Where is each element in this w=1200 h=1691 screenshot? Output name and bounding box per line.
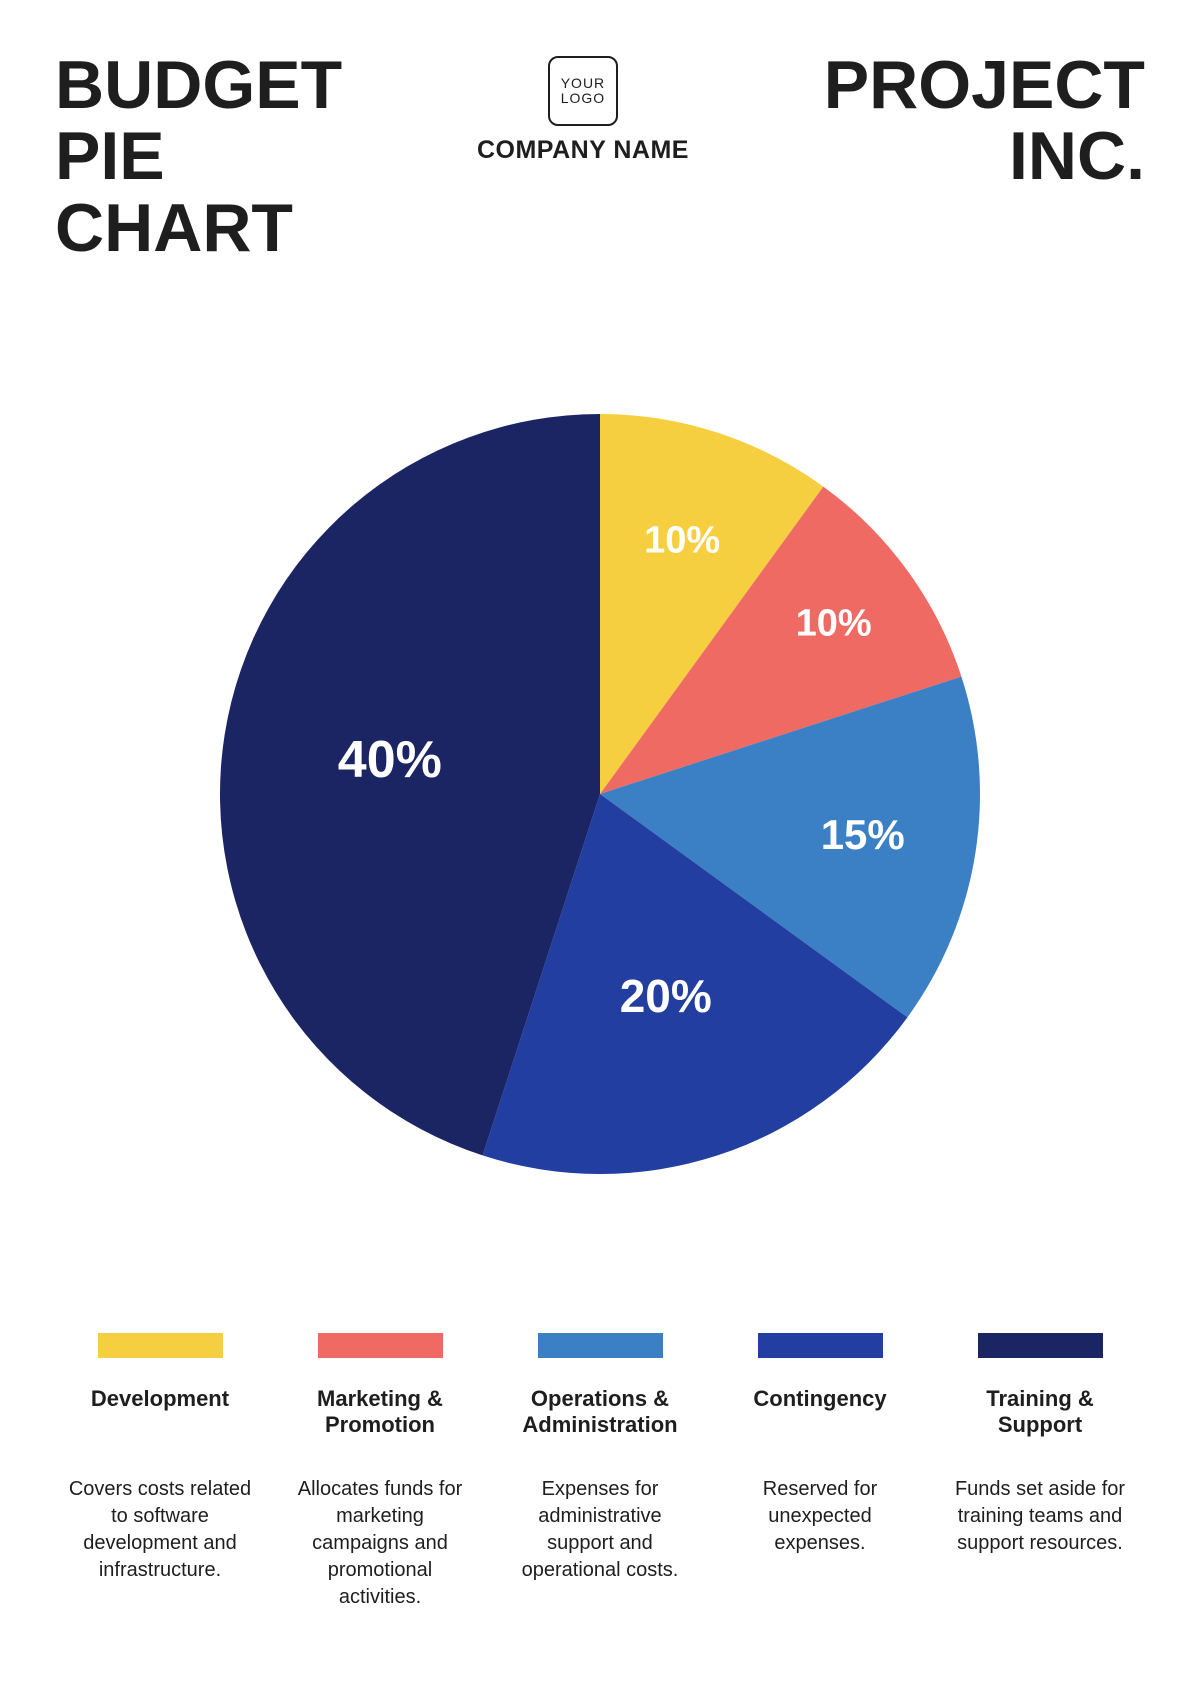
pie-slice-label: 20% (620, 969, 712, 1023)
legend-title: Development (91, 1386, 229, 1440)
legend-description: Covers costs related to software develop… (65, 1476, 255, 1584)
title-left-line2: PIE (55, 121, 342, 192)
legend-item: Operations & Administration Expenses for … (505, 1333, 695, 1611)
logo-placeholder-icon: YOUR LOGO (548, 56, 618, 126)
legend-swatch (978, 1333, 1103, 1358)
title-right-line2: INC. (824, 121, 1145, 192)
legend-swatch (318, 1333, 443, 1358)
legend-description: Expenses for administrative support and … (505, 1476, 695, 1584)
legend-title: Marketing & Promotion (285, 1386, 475, 1440)
legend: Development Covers costs related to softw… (55, 1333, 1145, 1641)
legend-description: Allocates funds for marketing campaigns … (285, 1476, 475, 1611)
page: BUDGET PIE CHART YOUR LOGO COMPANY NAME … (0, 0, 1200, 1691)
legend-item: Development Covers costs related to softw… (65, 1333, 255, 1611)
pie-slice-label: 40% (338, 730, 442, 790)
pie-slice-label: 15% (821, 811, 905, 859)
legend-description: Funds set aside for training teams and s… (945, 1476, 1135, 1557)
legend-title: Training & Support (945, 1386, 1135, 1440)
title-left: BUDGET PIE CHART (55, 50, 342, 264)
legend-swatch (758, 1333, 883, 1358)
legend-description: Reserved for unexpected expenses. (725, 1476, 915, 1557)
legend-swatch (538, 1333, 663, 1358)
legend-title: Contingency (753, 1386, 886, 1440)
title-right: PROJECT INC. (824, 50, 1145, 193)
legend-item: Marketing & Promotion Allocates funds for… (285, 1333, 475, 1611)
header: BUDGET PIE CHART YOUR LOGO COMPANY NAME … (55, 50, 1145, 264)
title-left-line1: BUDGET (55, 50, 342, 121)
company-name: COMPANY NAME (477, 136, 689, 165)
pie-svg (220, 414, 980, 1174)
pie-chart: 10% 10% 15% 20% 40% (220, 414, 980, 1174)
legend-title: Operations & Administration (505, 1386, 695, 1440)
legend-item: Contingency Reserved for unexpected expen… (725, 1333, 915, 1611)
pie-slice-label: 10% (796, 602, 872, 645)
logo-block: YOUR LOGO COMPANY NAME (477, 56, 689, 165)
chart-area: 10% 10% 15% 20% 40% (55, 254, 1145, 1333)
logo-line2: LOGO (561, 91, 605, 106)
legend-swatch (98, 1333, 223, 1358)
legend-item: Training & Support Funds set aside for tr… (945, 1333, 1135, 1611)
pie-slice-label: 10% (644, 519, 720, 562)
title-right-line1: PROJECT (824, 50, 1145, 121)
logo-line1: YOUR (561, 76, 605, 91)
